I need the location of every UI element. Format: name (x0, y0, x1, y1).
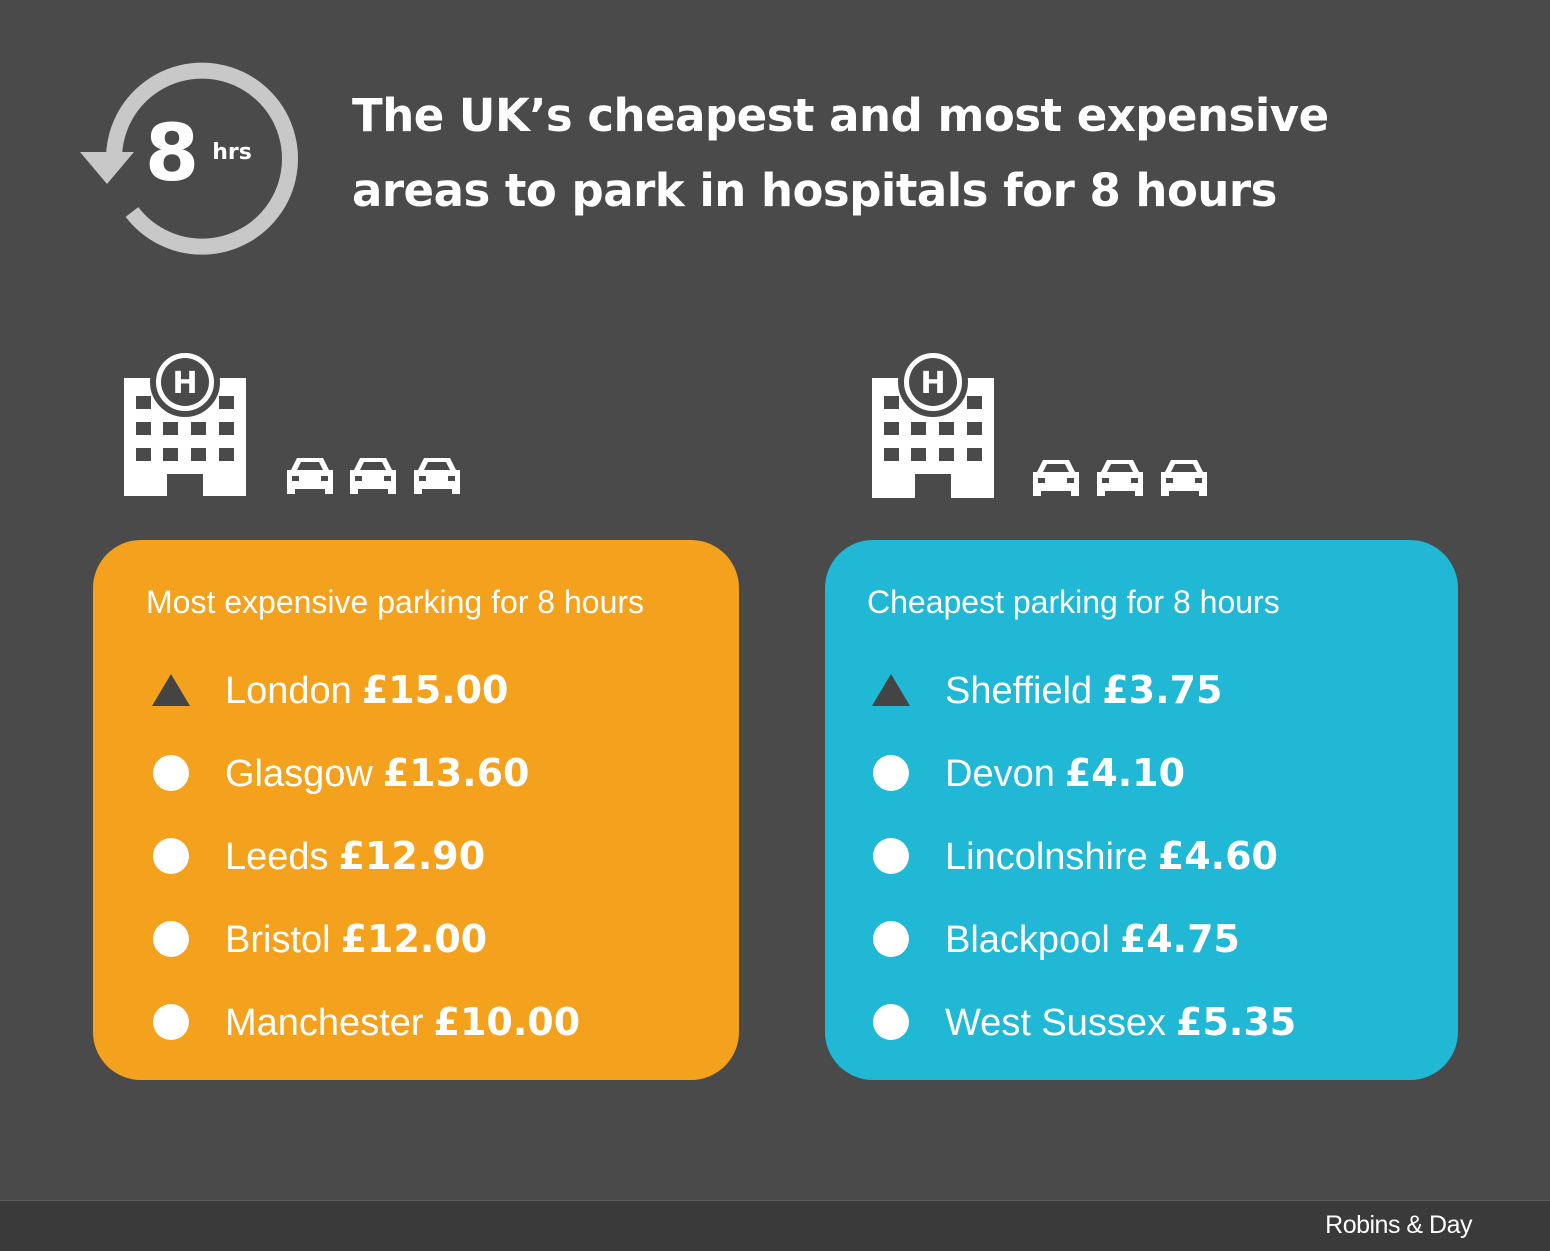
footer: Robins & Day (0, 1200, 1550, 1251)
list-item-text: Lincolnshire £4.60 (945, 834, 1278, 879)
car-icon (414, 458, 460, 494)
parking-price: £10.00 (433, 999, 581, 1044)
clock-arrow-icon: 8 hrs (80, 62, 298, 255)
svg-text:H: H (172, 366, 197, 401)
most-expensive-card: Most expensive parking for 8 hours Londo… (93, 540, 739, 1080)
parking-price: £4.10 (1064, 750, 1186, 795)
parking-price: £4.75 (1119, 916, 1240, 961)
list-item-text: Leeds £12.90 (225, 834, 485, 879)
list-item-text: London £15.00 (225, 668, 508, 713)
place-name: Blackpool (945, 918, 1110, 961)
parking-price: £12.90 (338, 833, 486, 878)
header: 8 hrs The UK’s cheapest and most expensi… (0, 0, 1550, 300)
dot-icon (871, 753, 911, 793)
place-name: Leeds (225, 835, 329, 878)
list-item-text: West Sussex £5.35 (945, 1000, 1296, 1045)
card-heading: Cheapest parking for 8 hours (867, 584, 1280, 620)
cheapest-card: Cheapest parking for 8 hours Sheffield £3… (825, 540, 1458, 1080)
car-icon (1161, 460, 1207, 496)
list-item: Lincolnshire £4.60 (871, 826, 1278, 886)
parking-price: £12.00 (340, 916, 488, 961)
list-item: Sheffield £3.75 (871, 660, 1222, 720)
title-line-2: areas to park in hospitals for 8 hours (352, 164, 1277, 217)
list-item: Leeds £12.90 (151, 826, 485, 886)
list-item: Manchester £10.00 (151, 992, 580, 1052)
list-item-text: Blackpool £4.75 (945, 917, 1240, 962)
svg-text:H: H (920, 366, 945, 401)
car-icon (1033, 460, 1079, 496)
place-name: Lincolnshire (945, 835, 1148, 878)
list-item: Devon £4.10 (871, 743, 1185, 803)
title-line-1: The UK’s cheapest and most expensive (352, 89, 1329, 142)
list-item: Blackpool £4.75 (871, 909, 1240, 969)
list-item-text: Devon £4.10 (945, 751, 1185, 796)
list-item: Glasgow £13.60 (151, 743, 529, 803)
clock-unit: hrs (212, 140, 252, 165)
page-title: The UK’s cheapest and most expensive are… (352, 78, 1472, 228)
parking-price: £5.35 (1176, 999, 1297, 1044)
dot-icon (871, 919, 911, 959)
place-name: London (225, 669, 352, 712)
dot-icon (151, 919, 191, 959)
hospital-parking-illustration: H (124, 350, 460, 496)
parking-price: £3.75 (1102, 667, 1223, 712)
place-name: Sheffield (945, 669, 1093, 712)
list-item: Bristol £12.00 (151, 909, 487, 969)
dot-icon (151, 753, 191, 793)
cheapest-list: Sheffield £3.75 Devon £4.10 Lincolnshire £4.6… (825, 540, 1458, 1080)
hospital-icon: H (124, 350, 246, 496)
place-name: Manchester (225, 1001, 424, 1044)
expensive-list: London £15.00 Glasgow £13.60 Leeds £12.90 Bris… (93, 540, 739, 1080)
list-item-text: Sheffield £3.75 (945, 668, 1222, 713)
place-name: Devon (945, 752, 1055, 795)
hospital-parking-illustration: H (872, 350, 1207, 498)
dot-icon (871, 836, 911, 876)
triangle-icon (151, 670, 191, 710)
car-icon (350, 458, 396, 494)
brand-logo: Robins & Day (1325, 1211, 1472, 1239)
car-icon (1097, 460, 1143, 496)
dot-icon (151, 1002, 191, 1042)
dot-icon (871, 1002, 911, 1042)
card-heading: Most expensive parking for 8 hours (146, 584, 645, 620)
place-name: Glasgow (225, 752, 373, 795)
parking-price: £4.60 (1157, 833, 1278, 878)
dot-icon (151, 836, 191, 876)
list-item: West Sussex £5.35 (871, 992, 1296, 1052)
list-item: London £15.00 (151, 660, 508, 720)
hospital-icon: H (872, 350, 994, 498)
list-item-text: Bristol £12.00 (225, 917, 487, 962)
list-item-text: Manchester £10.00 (225, 1000, 580, 1045)
list-item-text: Glasgow £13.60 (225, 751, 529, 796)
place-name: West Sussex (945, 1001, 1167, 1044)
triangle-icon (871, 670, 911, 710)
place-name: Bristol (225, 918, 331, 961)
car-icon (287, 458, 333, 494)
parking-price: £15.00 (361, 667, 509, 712)
parking-price: £13.60 (382, 750, 530, 795)
clock-number: 8 (145, 109, 199, 199)
